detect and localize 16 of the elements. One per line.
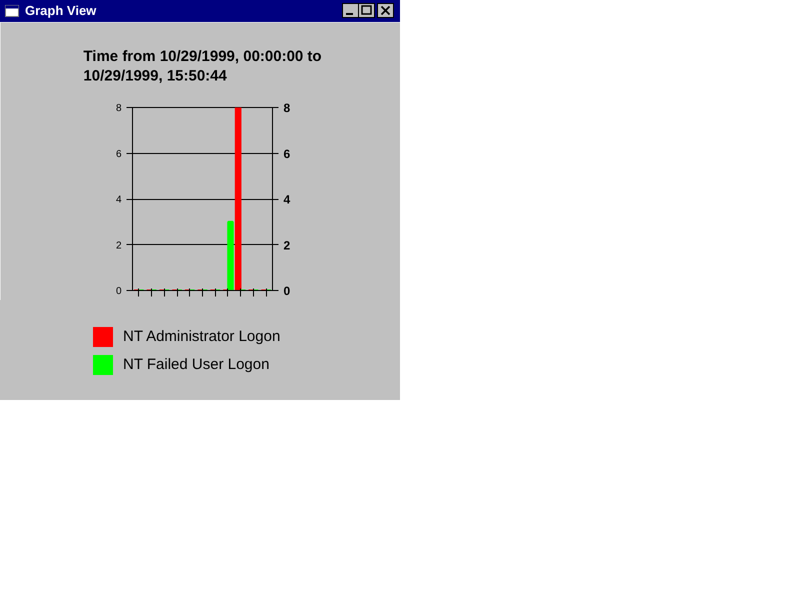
bar [227, 220, 234, 290]
y-tick-label: 0 [116, 286, 122, 297]
y-tick-label: 2 [116, 240, 122, 252]
y2-tick-label: 6 [284, 146, 290, 161]
legend-label: NT Administrator Logon [123, 327, 280, 347]
y-tick-label: 4 [116, 194, 122, 206]
text: Graph View [25, 2, 96, 20]
y2-tick-label: 8 [284, 101, 290, 115]
y2-tick-label: 2 [284, 238, 290, 252]
legend-label: NT Failed User Logon [123, 355, 270, 376]
y2-tick-label: 4 [284, 192, 290, 206]
bar [234, 108, 242, 290]
y2-tick-label: 0 [284, 284, 290, 298]
y-tick-label: 8 [116, 103, 122, 114]
y-tick-label: 6 [116, 148, 122, 160]
chart-title: Time from 10/29/1999, 00:00:00 to 10/29/1999, 15:50:44 [83, 48, 322, 84]
